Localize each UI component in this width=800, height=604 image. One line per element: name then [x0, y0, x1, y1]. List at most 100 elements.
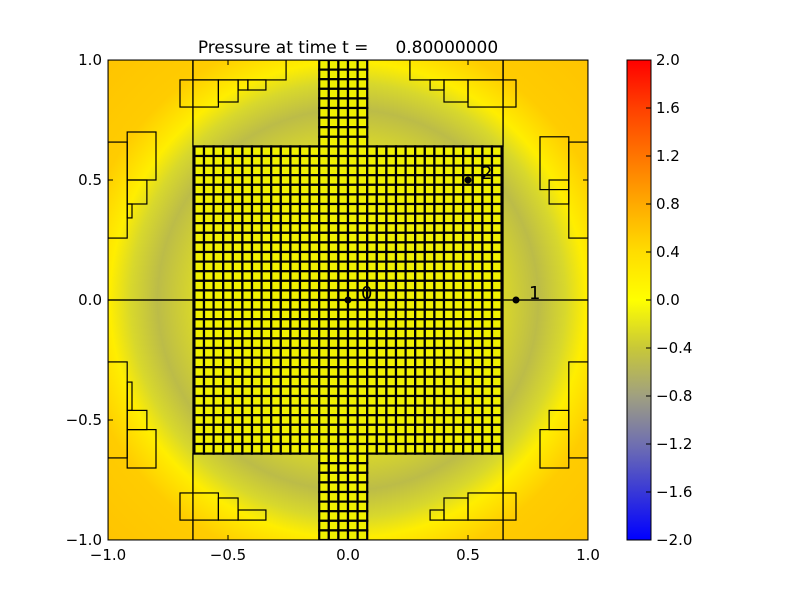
refined-cell: [318, 270, 330, 282]
refined-cell: [318, 126, 330, 138]
refined-cell: [260, 212, 273, 225]
refined-cell: [250, 366, 263, 378]
refined-cell: [481, 318, 494, 330]
refined-cell: [298, 260, 311, 273]
refined-cell: [356, 193, 369, 206]
refined-cell: [490, 250, 503, 263]
refined-cell: [327, 471, 340, 484]
refined-cell: [298, 250, 311, 263]
refined-cell: [193, 404, 206, 417]
refined-cell: [481, 308, 494, 321]
refined-cell: [346, 423, 359, 436]
refined-cell: [212, 279, 225, 292]
refined-cell: [414, 222, 426, 234]
refined-cell: [337, 471, 350, 484]
refined-cell: [279, 442, 292, 455]
refined-cell: [356, 385, 369, 398]
refined-cell: [414, 164, 426, 177]
refined-cell: [394, 433, 407, 446]
refined-cell: [327, 222, 340, 234]
refined-cell: [404, 394, 417, 407]
refined-cell: [433, 318, 446, 330]
refined-cell: [337, 385, 350, 398]
refined-cell: [250, 356, 263, 369]
refined-cell: [471, 212, 484, 225]
refined-cell: [404, 260, 417, 273]
refined-cell: [202, 183, 215, 196]
refined-cell: [289, 241, 302, 254]
refined-cell: [327, 241, 340, 254]
refined-cell: [308, 212, 321, 225]
refined-cell: [289, 183, 302, 196]
refined-cell: [289, 298, 302, 311]
refined-cell: [356, 318, 369, 330]
refined-cell: [260, 442, 273, 455]
x-tick-label: 0.0: [336, 546, 360, 564]
refined-cell: [270, 279, 282, 292]
refined-cell: [404, 222, 417, 234]
refined-cell: [298, 279, 311, 292]
refined-cell: [193, 145, 206, 158]
refined-cell: [375, 327, 388, 340]
refined-cell: [356, 202, 369, 215]
refined-cell: [212, 154, 225, 167]
refined-cell: [318, 519, 330, 532]
refined-cell: [462, 212, 474, 225]
refined-cell: [289, 145, 302, 158]
refined-cell: [270, 231, 282, 244]
colorbar-tick-label: −0.4: [656, 339, 692, 357]
refined-cell: [327, 318, 340, 330]
refined-cell: [490, 270, 503, 282]
refined-cell: [222, 222, 234, 234]
refined-cell: [442, 318, 455, 330]
refined-cell: [490, 154, 503, 167]
refined-cell: [394, 298, 407, 311]
refined-cell: [279, 174, 292, 186]
x-tick-label: 0.5: [456, 546, 480, 564]
refined-cell: [375, 212, 388, 225]
refined-cell: [356, 145, 369, 158]
refined-cell: [452, 433, 465, 446]
refined-cell: [452, 356, 465, 369]
refined-cell: [366, 212, 378, 225]
refined-cell: [289, 308, 302, 321]
refined-cell: [366, 231, 378, 244]
refined-cell: [308, 289, 321, 302]
refined-cell: [366, 404, 378, 417]
refined-cell: [212, 414, 225, 426]
refined-cell: [222, 289, 234, 302]
probe-label: 0: [361, 283, 372, 304]
refined-cell: [346, 490, 359, 503]
refined-cell: [385, 346, 398, 359]
refined-cell: [298, 183, 311, 196]
refined-cell: [318, 423, 330, 436]
refined-cell: [356, 106, 369, 119]
refined-cell: [471, 260, 484, 273]
refined-cell: [337, 106, 350, 119]
refined-cell: [394, 154, 407, 167]
refined-cell: [270, 385, 282, 398]
refined-cell: [490, 145, 503, 158]
refined-cell: [452, 414, 465, 426]
refined-cell: [452, 318, 465, 330]
refined-cell: [442, 289, 455, 302]
refined-cell: [193, 423, 206, 436]
refined-cell: [222, 231, 234, 244]
refined-cell: [202, 298, 215, 311]
refined-cell: [289, 366, 302, 378]
refined-cell: [433, 366, 446, 378]
refined-cell: [346, 366, 359, 378]
refined-cell: [490, 164, 503, 177]
refined-cell: [250, 241, 263, 254]
refined-cell: [404, 270, 417, 282]
refined-cell: [414, 289, 426, 302]
refined-cell: [222, 145, 234, 158]
refined-cell: [404, 183, 417, 196]
refined-cell: [202, 212, 215, 225]
refined-cell: [298, 308, 311, 321]
x-tick-label: 1.0: [576, 546, 600, 564]
refined-cell: [193, 414, 206, 426]
refined-cell: [346, 279, 359, 292]
refined-cell: [356, 433, 369, 446]
refined-cell: [241, 308, 254, 321]
